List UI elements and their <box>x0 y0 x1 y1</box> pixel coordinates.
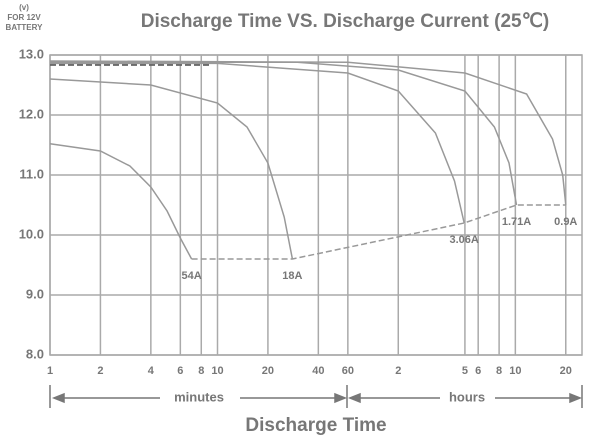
curve-label: 3.06A <box>450 234 479 246</box>
y-tick-label: 12.0 <box>19 106 44 121</box>
y-note: FOR 12V <box>7 13 41 22</box>
x-tick-label: 8 <box>198 365 204 377</box>
x-tick-label: 5 <box>462 365 468 377</box>
discharge-curve <box>49 78 294 260</box>
x-tick-label: 2 <box>97 365 103 377</box>
x-tick-label: 20 <box>262 365 274 377</box>
discharge-curve <box>50 62 465 224</box>
y-tick-label: 11.0 <box>19 166 44 181</box>
discharge-curve <box>49 143 193 260</box>
chart-title: Discharge Time VS. Discharge Current (25… <box>141 11 550 32</box>
curve-label: 0.9A <box>554 216 577 228</box>
curve-label: 18A <box>282 270 302 282</box>
x-axis-title: Discharge Time <box>245 415 386 436</box>
x-tick-label: 8 <box>496 365 502 377</box>
y-tick-label: 13.0 <box>19 46 44 61</box>
x-tick-label: 10 <box>211 365 223 377</box>
x-tick-label: 2 <box>395 365 401 377</box>
x-tick-label: 40 <box>312 365 324 377</box>
group-label: minutes <box>174 389 224 404</box>
cutoff-line <box>191 204 566 260</box>
x-tick-label: 20 <box>560 365 572 377</box>
x-tick-label: 1 <box>47 365 53 377</box>
range-arrows <box>49 385 583 408</box>
group-label: hours <box>449 389 485 404</box>
discharge-curve <box>49 60 567 206</box>
curve-label: 54A <box>181 270 201 282</box>
y-tick-label: 9.0 <box>26 286 44 301</box>
x-tick-label: 6 <box>475 365 481 377</box>
curve-label: 1.71A <box>502 216 531 228</box>
y-note: BATTERY <box>6 23 44 32</box>
x-tick-label: 6 <box>177 365 183 377</box>
x-tick-label: 10 <box>509 365 521 377</box>
y-unit: (v) <box>19 3 29 12</box>
plot-area <box>49 54 583 356</box>
y-tick-label: 10.0 <box>19 226 44 241</box>
x-tick-label: 60 <box>342 365 354 377</box>
y-tick-label: 8.0 <box>26 346 44 361</box>
x-tick-label: 4 <box>148 365 155 377</box>
